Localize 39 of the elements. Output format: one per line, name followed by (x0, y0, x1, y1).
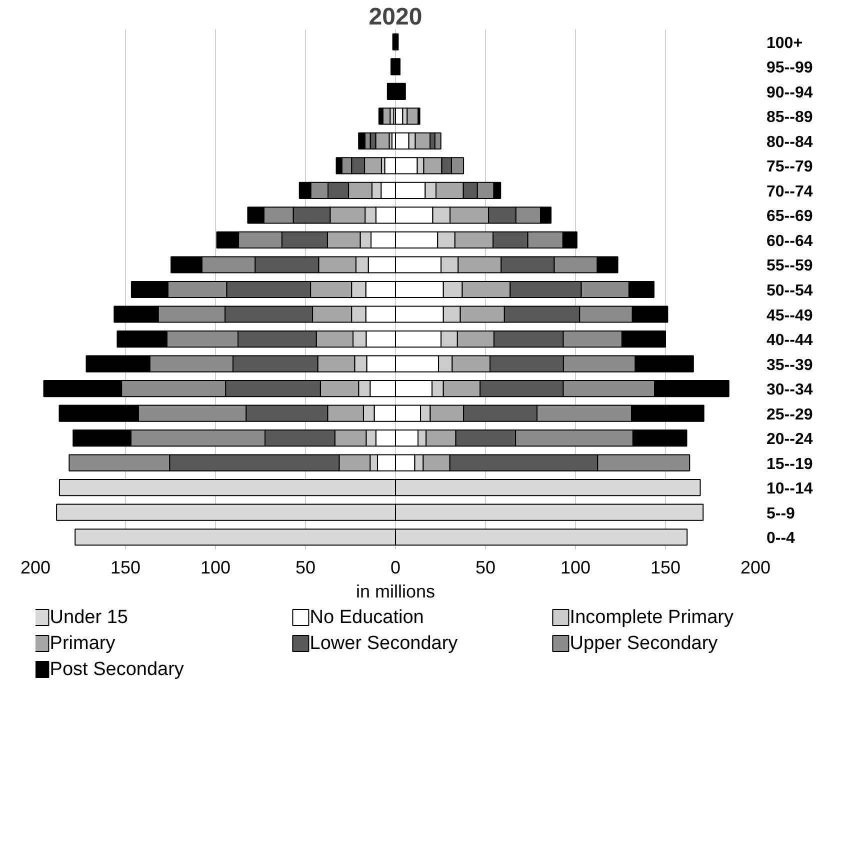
x-tick-label: 150 (650, 558, 681, 578)
y-tick-label: 25--29 (766, 406, 813, 424)
x-tick-label: 50 (475, 558, 496, 578)
y-tick-label: 65--69 (766, 208, 813, 226)
x-tick-label: 100 (200, 558, 231, 578)
y-tick-label: 10--14 (766, 480, 813, 498)
y-tick-label: 5--9 (766, 505, 796, 522)
legend-label: No Education (310, 607, 424, 628)
y-tick-label: 60--64 (766, 232, 813, 250)
y-tick-label: 30--34 (766, 382, 813, 399)
y-tick-label: 80--84 (766, 134, 813, 151)
chart-title: 2020 (368, 4, 422, 30)
y-tick-label: 35--39 (766, 356, 813, 374)
x-tick-label: 200 (740, 558, 771, 578)
x-tick-label: 0 (390, 558, 401, 578)
x-axis-title: in millions (356, 582, 436, 602)
y-tick-label: 90--94 (766, 84, 813, 102)
legend-label: Lower Secondary (310, 633, 458, 654)
legend-label: Primary (50, 633, 116, 654)
legend-label: Upper Secondary (570, 633, 718, 654)
y-tick-label: 20--24 (766, 431, 813, 448)
x-tick-label: 100 (560, 558, 591, 578)
y-tick-label: 55--59 (766, 258, 813, 275)
y-tick-label: 0--4 (766, 530, 796, 548)
x-tick-label: 200 (20, 558, 51, 578)
y-tick-label: 40--44 (766, 332, 813, 350)
y-tick-label: 15--19 (766, 456, 813, 473)
x-tick-label: 50 (295, 558, 316, 578)
y-tick-label: 85--89 (766, 109, 813, 126)
y-tick-label: 70--74 (766, 183, 813, 200)
y-tick-label: 50--54 (766, 282, 813, 300)
x-tick-label: 150 (110, 558, 141, 578)
y-tick-label: 45--49 (766, 307, 813, 324)
legend-label: Under 15 (50, 607, 128, 628)
legend-label: Post Secondary (50, 659, 184, 680)
legend-label: Incomplete Primary (570, 607, 734, 628)
y-tick-label: 75--79 (766, 158, 813, 176)
y-tick-label: 100+ (766, 34, 803, 52)
y-tick-label: 95--99 (766, 60, 813, 77)
